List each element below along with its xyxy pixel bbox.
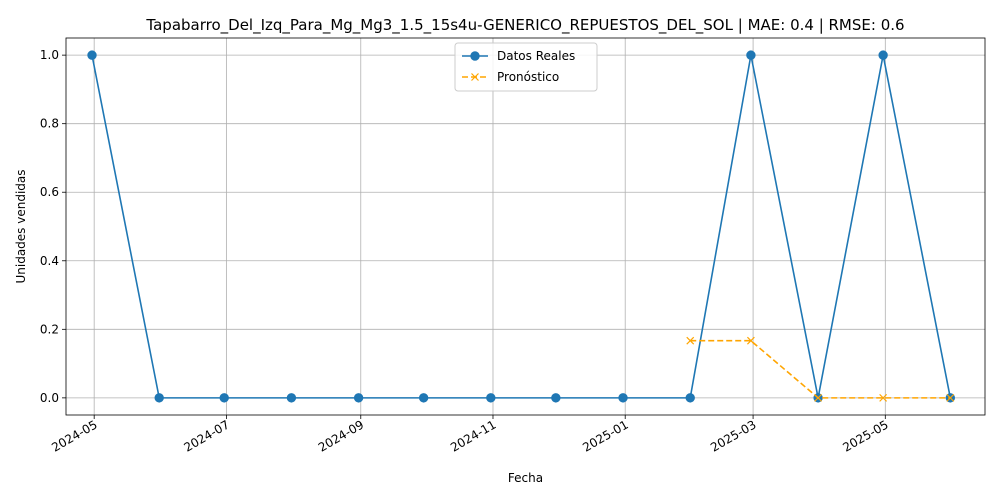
legend-label: Datos Reales	[497, 49, 575, 63]
legend-marker	[470, 51, 480, 61]
series-layer	[87, 50, 956, 403]
plot-frame	[65, 37, 986, 416]
y-tick-label: 1.0	[40, 48, 59, 62]
data-point	[486, 393, 496, 403]
marker-stroke	[946, 393, 955, 402]
data-point	[286, 393, 297, 403]
x-axis-label: Fecha	[508, 471, 543, 485]
data-point	[87, 50, 97, 60]
legend-item: Pronóstico	[462, 70, 559, 84]
data-point	[746, 50, 756, 60]
data-point	[946, 393, 955, 402]
data-point	[219, 393, 229, 403]
series-line	[91, 54, 952, 399]
data-point	[618, 393, 628, 403]
legend-label: Pronóstico	[497, 70, 559, 84]
y-tick-label: 0.0	[40, 391, 59, 405]
data-point	[746, 336, 755, 345]
y-axis-label: Unidades vendidas	[14, 169, 28, 283]
marker-stroke	[879, 393, 888, 402]
legend-marker	[471, 73, 479, 81]
legend: Datos Reales Pronóstico	[454, 42, 598, 92]
marker-stroke	[686, 336, 695, 345]
data-point	[353, 393, 364, 403]
y-tick-label: 0.6	[40, 185, 59, 199]
data-point	[551, 393, 561, 403]
data-point	[418, 393, 429, 403]
data-point	[154, 393, 164, 403]
data-point	[878, 50, 888, 60]
chart-title: Tapabarro_Del_Izq_Para_Mg_Mg3_1.5_15s4u-…	[145, 16, 904, 35]
series-1	[686, 336, 955, 402]
marker-stroke	[471, 73, 479, 81]
marker-stroke	[814, 393, 823, 402]
data-point	[814, 393, 823, 402]
marker-stroke	[746, 336, 755, 345]
y-tick-label: 0.2	[40, 322, 59, 336]
y-tick-label: 0.8	[40, 117, 59, 131]
legend-box	[454, 42, 598, 92]
data-point	[685, 393, 695, 403]
legend-item: Datos Reales	[462, 49, 575, 63]
data-point	[879, 393, 888, 402]
y-tick-label: 0.4	[40, 254, 59, 268]
data-point	[686, 336, 695, 345]
